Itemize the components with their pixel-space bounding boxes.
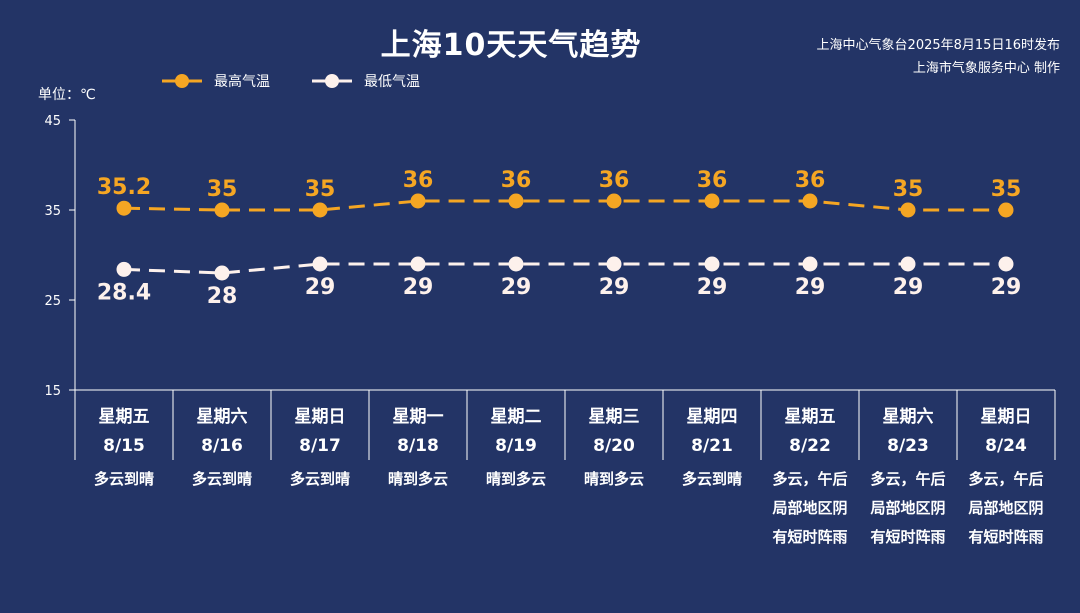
weather-label: 多云，午后 bbox=[870, 470, 945, 488]
date-label: 8/21 bbox=[691, 436, 733, 456]
data-label-low: 28.4 bbox=[97, 280, 151, 305]
source-line-2: 上海市气象服务中心 制作 bbox=[912, 61, 1060, 76]
weather-label: 多云，午后 bbox=[968, 470, 1043, 488]
legend-high: 最高气温 bbox=[160, 70, 270, 92]
weather-label: 晴到多云 bbox=[388, 470, 448, 488]
data-label-low: 28 bbox=[207, 284, 238, 309]
data-label-low: 29 bbox=[893, 275, 924, 300]
weekday-label: 星期五 bbox=[785, 407, 836, 427]
data-point-low bbox=[900, 256, 916, 272]
series-line-high bbox=[123, 199, 1006, 212]
data-point-high bbox=[116, 200, 132, 216]
data-label-high: 35.2 bbox=[97, 175, 151, 200]
weather-label: 多云，午后 bbox=[772, 470, 847, 488]
legend-high-marker bbox=[162, 74, 202, 88]
data-label-high: 35 bbox=[305, 177, 336, 202]
data-point-low bbox=[802, 256, 818, 272]
data-point-low bbox=[410, 256, 426, 272]
data-label-high: 36 bbox=[501, 168, 532, 193]
date-label: 8/20 bbox=[593, 436, 635, 456]
weather-label: 局部地区阴 bbox=[967, 499, 1043, 517]
weekday-label: 星期六 bbox=[883, 406, 934, 427]
date-label: 8/24 bbox=[985, 436, 1027, 456]
data-label-low: 29 bbox=[599, 275, 630, 300]
data-point-high bbox=[508, 193, 524, 209]
date-label: 8/23 bbox=[887, 436, 929, 456]
date-label: 8/18 bbox=[397, 436, 439, 456]
y-tick-label: 45 bbox=[44, 114, 61, 129]
data-point-high bbox=[606, 193, 622, 209]
y-axis-unit: 单位：℃ bbox=[38, 87, 96, 103]
weather-label: 有短时阵雨 bbox=[870, 528, 945, 546]
y-tick-label: 25 bbox=[44, 294, 61, 309]
weather-label: 局部地区阴 bbox=[869, 499, 945, 517]
date-label: 8/16 bbox=[201, 436, 243, 456]
weather-label: 晴到多云 bbox=[486, 470, 546, 488]
data-label-high: 35 bbox=[207, 177, 238, 202]
data-point-low bbox=[508, 256, 524, 272]
weekday-label: 星期二 bbox=[491, 407, 542, 427]
weather-label: 局部地区阴 bbox=[771, 499, 847, 517]
weather-label: 多云到晴 bbox=[192, 470, 252, 488]
weather-label: 多云到晴 bbox=[94, 470, 154, 488]
data-label-low: 29 bbox=[991, 275, 1022, 300]
date-label: 8/15 bbox=[103, 436, 145, 456]
legend-low-marker bbox=[312, 74, 352, 88]
data-label-high: 36 bbox=[795, 168, 826, 193]
data-point-high bbox=[312, 202, 328, 218]
weather-label: 有短时阵雨 bbox=[968, 528, 1043, 546]
data-label-high: 36 bbox=[697, 168, 728, 193]
data-label-low: 29 bbox=[403, 275, 434, 300]
weekday-label: 星期日 bbox=[981, 407, 1032, 427]
weekday-label: 星期日 bbox=[295, 407, 346, 427]
y-tick-label: 15 bbox=[44, 384, 61, 399]
weekday-label: 星期五 bbox=[99, 407, 150, 427]
legend-high-label: 最高气温 bbox=[214, 74, 270, 90]
data-point-high bbox=[998, 202, 1014, 218]
data-label-low: 29 bbox=[795, 275, 826, 300]
data-point-high bbox=[802, 193, 818, 209]
weekday-label: 星期三 bbox=[589, 407, 640, 427]
weekday-label: 星期一 bbox=[393, 407, 444, 427]
data-label-high: 35 bbox=[991, 177, 1022, 202]
chart-title: 上海10天天气趋势 bbox=[380, 28, 642, 63]
source-note: 上海中心气象台2025年8月15日16时发布 上海市气象服务中心 制作 bbox=[730, 34, 1060, 80]
date-label: 8/22 bbox=[789, 436, 831, 456]
weather-label: 多云到晴 bbox=[682, 470, 742, 488]
weekday-label: 星期六 bbox=[197, 406, 248, 427]
data-point-low bbox=[116, 261, 132, 277]
data-point-low bbox=[606, 256, 622, 272]
weather-label: 有短时阵雨 bbox=[772, 528, 847, 546]
data-label-high: 36 bbox=[403, 168, 434, 193]
y-tick-label: 35 bbox=[44, 204, 61, 219]
weekday-label: 星期四 bbox=[687, 407, 738, 427]
legend-low-label: 最低气温 bbox=[364, 74, 420, 90]
data-point-high bbox=[704, 193, 720, 209]
weather-label: 晴到多云 bbox=[584, 470, 644, 488]
data-point-low bbox=[998, 256, 1014, 272]
data-point-high bbox=[410, 193, 426, 209]
date-label: 8/17 bbox=[299, 436, 341, 456]
data-label-low: 29 bbox=[305, 275, 336, 300]
data-label-high: 35 bbox=[893, 177, 924, 202]
data-label-low: 29 bbox=[501, 275, 532, 300]
legend-low: 最低气温 bbox=[310, 70, 420, 92]
source-line-1: 上海中心气象台2025年8月15日16时发布 bbox=[816, 38, 1060, 53]
data-point-high bbox=[214, 202, 230, 218]
data-point-low bbox=[214, 265, 230, 281]
data-label-low: 29 bbox=[697, 275, 728, 300]
series-line-low bbox=[123, 262, 1006, 275]
weather-label: 多云到晴 bbox=[290, 470, 350, 488]
data-point-low bbox=[704, 256, 720, 272]
data-point-high bbox=[900, 202, 916, 218]
data-point-low bbox=[312, 256, 328, 272]
data-label-high: 36 bbox=[599, 168, 630, 193]
date-label: 8/19 bbox=[495, 436, 537, 456]
